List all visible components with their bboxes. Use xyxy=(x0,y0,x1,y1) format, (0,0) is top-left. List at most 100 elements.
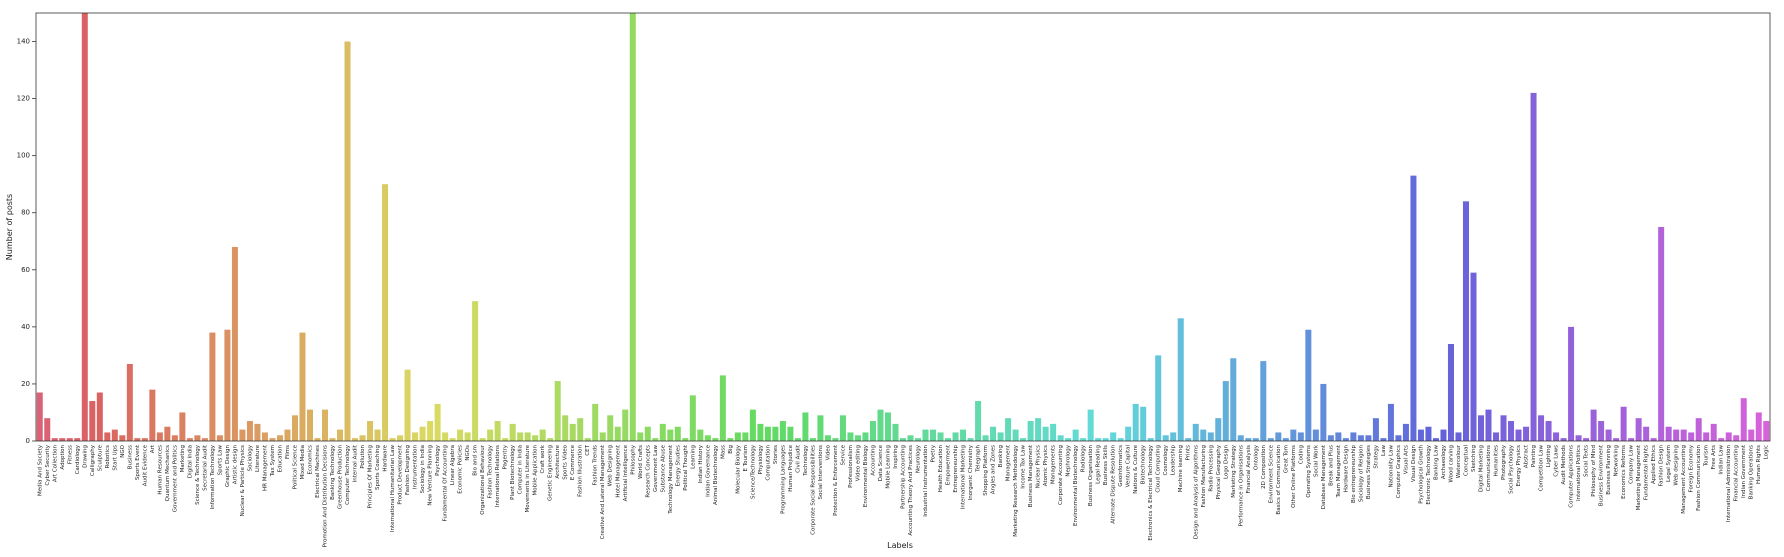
bar xyxy=(419,426,426,441)
x-tick-label: Wood carving xyxy=(1448,445,1454,483)
bar xyxy=(284,429,291,441)
x-tick-label: 2D Composition xyxy=(1261,444,1267,488)
x-tick-label: Pagentry xyxy=(503,444,509,469)
x-tick-label: Leadership xyxy=(1171,444,1177,475)
x-tick-label: Video xyxy=(825,444,831,460)
x-tick-label: Social Work xyxy=(1313,444,1319,477)
bar xyxy=(1177,318,1184,441)
x-tick-label: Shopping Platform xyxy=(983,445,989,496)
x-tick-label: Molecular Biology xyxy=(735,444,741,493)
x-tick-label: Movements in Literature xyxy=(525,444,531,512)
bar xyxy=(1162,435,1169,441)
bar xyxy=(1613,438,1620,441)
bar xyxy=(1185,438,1192,441)
bar xyxy=(1395,435,1402,441)
x-tick-label: Linear Algebra xyxy=(450,445,456,485)
x-tick-label: Accounting Theory And Practices xyxy=(908,445,914,536)
bar xyxy=(96,392,103,441)
x-tick-label: Communications xyxy=(1486,445,1492,491)
bar xyxy=(1493,432,1500,441)
x-tick-label: Sociology of Religion xyxy=(1358,445,1364,503)
bar xyxy=(584,438,591,441)
bar xyxy=(1477,415,1485,441)
bar xyxy=(1342,438,1349,441)
x-tick-label: International Politics xyxy=(1576,445,1582,501)
x-tick-label: Psychology xyxy=(435,444,441,476)
x-tick-label: Empowerment xyxy=(946,444,952,485)
x-tick-label: E Commerce xyxy=(570,444,576,480)
x-tick-label: Human Rights xyxy=(1756,445,1762,484)
bar xyxy=(930,429,937,441)
bar xyxy=(1102,438,1109,441)
x-tick-label: Nationality Law xyxy=(1388,445,1394,488)
bar xyxy=(156,432,163,441)
bar xyxy=(1027,421,1034,441)
bar xyxy=(629,13,636,441)
bar xyxy=(44,418,51,441)
x-tick-label: Energy Studies xyxy=(675,445,681,487)
x-tick-label: Science & Technology xyxy=(195,444,201,505)
bar xyxy=(667,429,674,441)
bar xyxy=(1755,412,1762,441)
bar xyxy=(592,403,599,441)
bar xyxy=(321,409,329,441)
x-tick-label: Business Skills xyxy=(1103,445,1109,485)
bar xyxy=(1703,432,1710,441)
y-axis-label: Number of posts xyxy=(5,194,14,260)
bar xyxy=(1357,435,1364,441)
bar xyxy=(960,429,967,441)
bar xyxy=(329,438,336,441)
bar xyxy=(209,332,216,441)
bar xyxy=(1530,92,1537,441)
bar xyxy=(1042,426,1049,441)
x-tick-label: Sculpture xyxy=(97,444,103,471)
bar xyxy=(509,423,516,441)
x-tick-label: Great Tom xyxy=(1283,445,1289,473)
bar xyxy=(1215,418,1222,441)
x-tick-label: Free Arts xyxy=(1711,445,1717,470)
bar xyxy=(427,421,434,441)
bar xyxy=(1410,175,1417,441)
x-tick-label: Economic Policies xyxy=(458,445,464,494)
bar xyxy=(839,415,846,441)
x-tick-label: Applied Ethics xyxy=(1651,445,1657,484)
bar xyxy=(689,395,696,441)
x-tick-label: Organizational Behaviour xyxy=(480,444,486,514)
bar xyxy=(119,435,126,441)
x-tick-label: Networking xyxy=(1614,445,1620,476)
bar xyxy=(269,438,276,441)
x-tick-label: Economics xyxy=(307,445,313,475)
x-tick-label: Ontology xyxy=(1253,444,1259,470)
x-tick-label: Banking Operations xyxy=(1749,445,1755,499)
x-tick-label: Financial Accounting xyxy=(1734,445,1740,502)
bar xyxy=(764,426,771,441)
x-tick-label: Energy Physics xyxy=(1516,445,1522,486)
x-tick-label: E Tourism xyxy=(743,445,749,472)
x-tick-label: Nephrology xyxy=(1066,444,1072,476)
bar xyxy=(1035,418,1042,441)
x-tick-label: Electronics & Electrical Technology xyxy=(1148,444,1154,540)
x-tick-label: Computer Graphics xyxy=(1396,445,1402,499)
x-tick-label: Internal Audit xyxy=(353,444,359,482)
x-tick-label: Design and Analysis of Algorithms xyxy=(1193,445,1199,539)
bar xyxy=(224,329,231,441)
bar xyxy=(1462,201,1469,441)
x-tick-label: Principles Of Marketing xyxy=(368,445,374,509)
x-tick-label: Psychological Growth xyxy=(1418,444,1424,503)
x-tick-label: Environment Science xyxy=(1268,444,1274,503)
y-tick-label: 20 xyxy=(21,380,30,388)
x-tick-label: Mobile Learning xyxy=(885,445,891,489)
bar xyxy=(607,415,614,441)
bar xyxy=(171,435,178,441)
x-tick-label: Visual Design xyxy=(1411,445,1417,483)
x-tick-label: Business Organisation xyxy=(1088,445,1094,507)
x-tick-label: Inorganic Chemistry xyxy=(968,444,974,500)
bar xyxy=(1508,421,1515,441)
x-tick-label: Basics of Communication xyxy=(1276,444,1282,514)
bar xyxy=(719,375,726,441)
bar xyxy=(1665,426,1672,441)
bar xyxy=(712,438,719,441)
bar xyxy=(1170,432,1177,441)
bar xyxy=(1335,432,1342,441)
x-tick-label: HR Management xyxy=(262,444,268,491)
